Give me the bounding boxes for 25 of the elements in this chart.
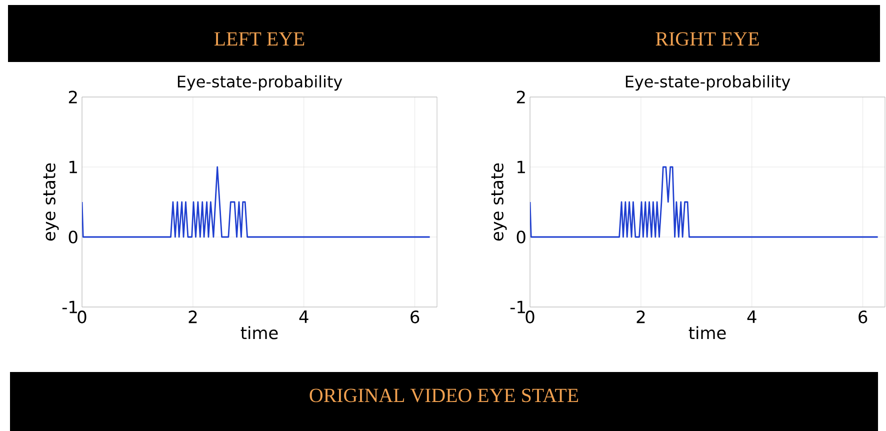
x-tick-label: 0 bbox=[78, 310, 86, 324]
x-tick-label: 6 bbox=[858, 310, 868, 324]
text: ORIGINAL VIDEO EYE STATE bbox=[310, 388, 578, 402]
chart-title: RIGHT EYE bbox=[656, 32, 759, 46]
y-tick-label: 2 bbox=[516, 90, 525, 104]
x-tick-label: 2 bbox=[188, 310, 197, 324]
y-tick-label: -1 bbox=[62, 300, 77, 314]
y-tick-label: -1 bbox=[510, 300, 525, 314]
x-axis-title: time bbox=[240, 326, 278, 340]
x-tick-label: 4 bbox=[747, 310, 756, 323]
y-axis-title: eye state bbox=[43, 163, 59, 241]
x-tick-label: 0 bbox=[526, 310, 534, 324]
x-tick-label: 4 bbox=[299, 310, 308, 323]
x-tick-label: 6 bbox=[410, 310, 420, 324]
y-tick-label: 0 bbox=[68, 230, 78, 244]
y-axis-title: eye state bbox=[491, 163, 507, 241]
chart-subtitle: Eye-state-probability bbox=[178, 75, 342, 91]
y-tick-label: 0 bbox=[516, 230, 526, 244]
x-axis-title: time bbox=[688, 326, 726, 340]
y-tick-label: 2 bbox=[68, 90, 77, 104]
y-tick-label: 1 bbox=[70, 160, 77, 174]
chart-title: LEFT EYE bbox=[214, 32, 304, 46]
y-tick-label: 1 bbox=[518, 160, 525, 174]
chart-subtitle: Eye-state-probability bbox=[626, 75, 790, 91]
x-tick-label: 2 bbox=[636, 310, 645, 324]
